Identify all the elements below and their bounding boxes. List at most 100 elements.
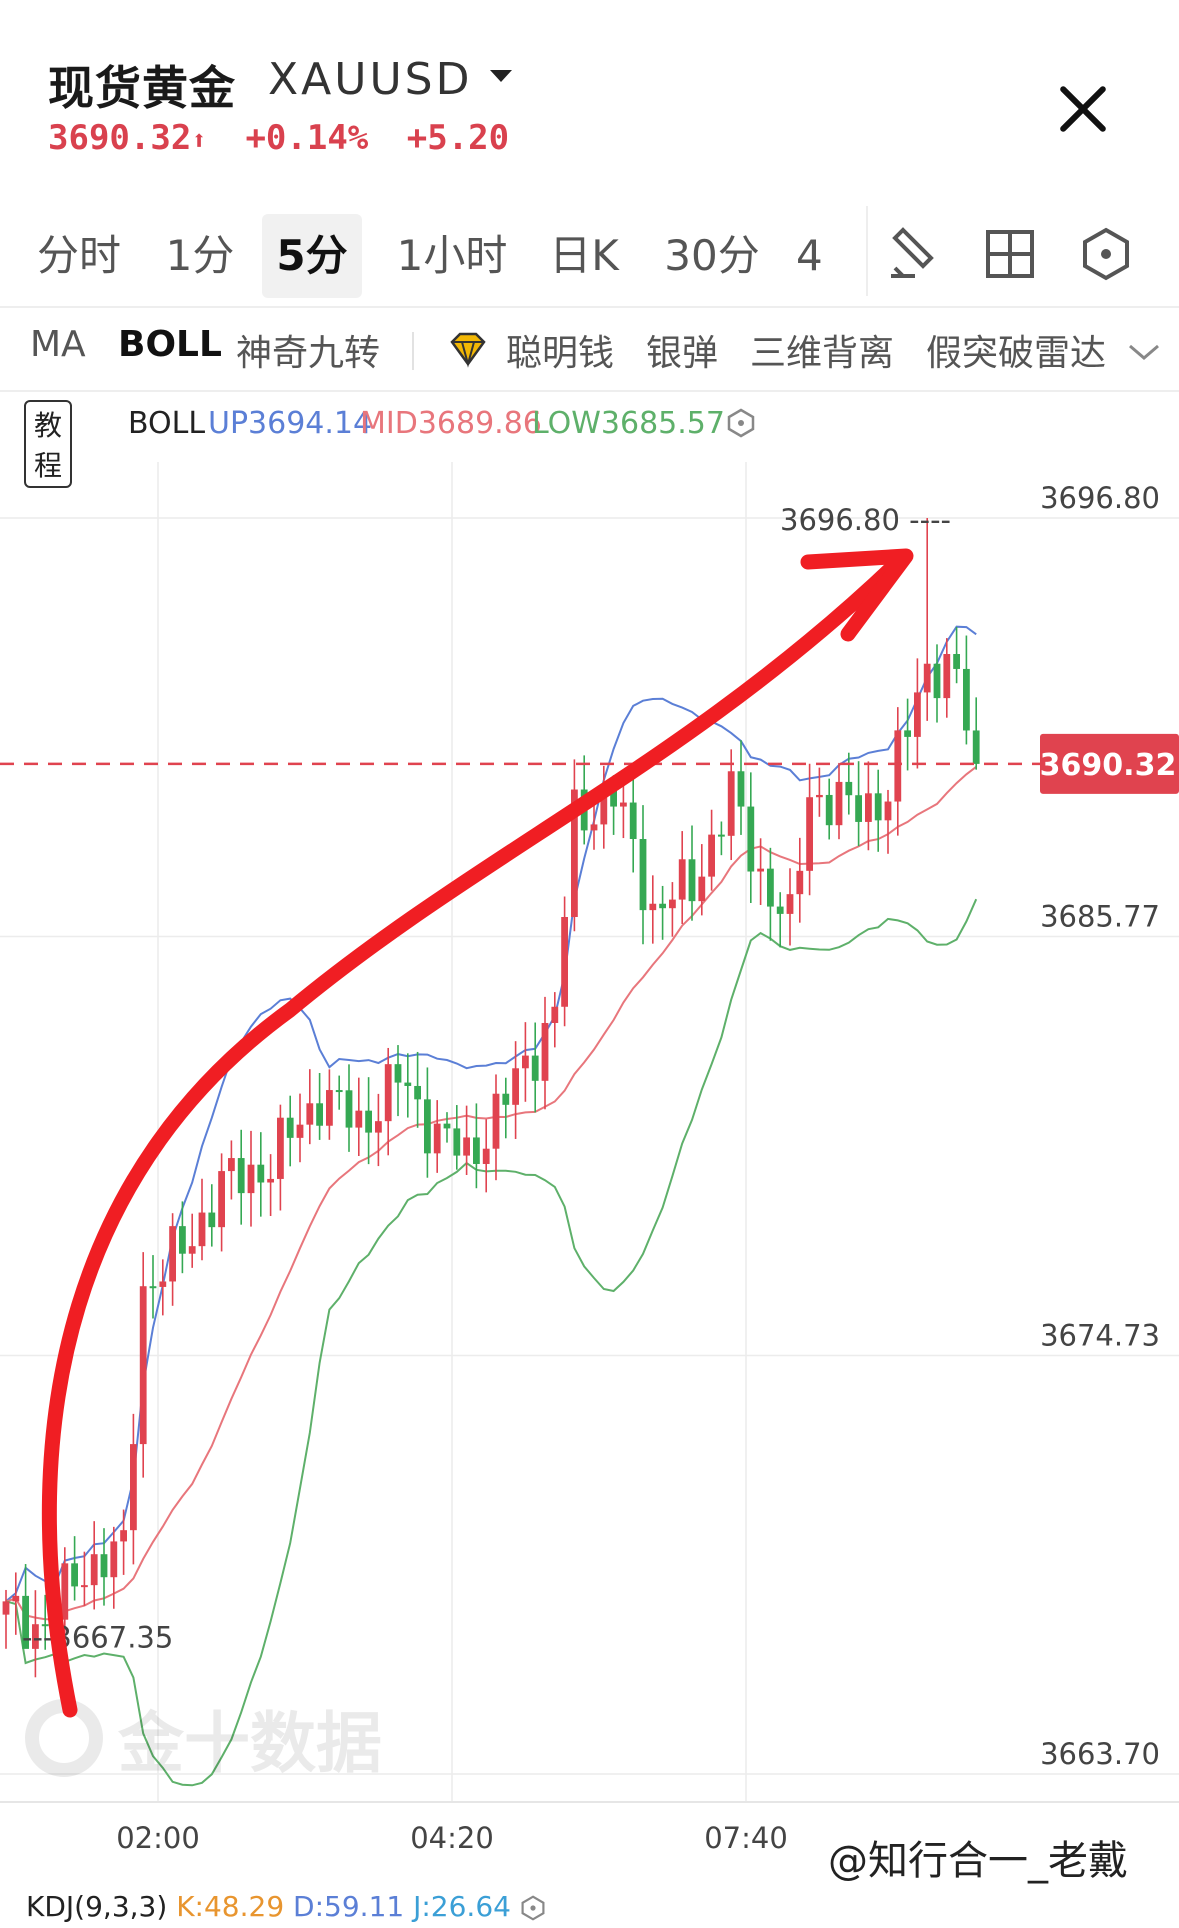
settings-hex-icon[interactable]: [1076, 224, 1136, 284]
author-watermark: @知行合一_老戴: [828, 1838, 1128, 1884]
candle: [237, 1129, 245, 1225]
kdj-d-value: D:59.11: [293, 1890, 405, 1923]
candle: [130, 1413, 137, 1565]
candle: [835, 762, 843, 840]
candle: [139, 1252, 147, 1478]
candle: [522, 1022, 529, 1102]
candle: [688, 825, 696, 921]
indicator-silver-bullet[interactable]: 银弹: [646, 333, 719, 374]
candle: [326, 1069, 333, 1140]
settings-hex-icon[interactable]: [520, 1895, 546, 1921]
candle: [776, 892, 784, 948]
tab-1min[interactable]: 1分: [165, 231, 235, 280]
indicator-divider: [412, 332, 414, 370]
tab-4hour[interactable]: 4小: [796, 231, 823, 280]
indicator-smart-money[interactable]: 聪明钱: [506, 333, 615, 374]
candle: [806, 763, 813, 896]
settings-hex-icon[interactable]: [726, 408, 756, 438]
x-tick-label: 02:00: [116, 1821, 200, 1855]
indicator-ma[interactable]: MA: [30, 324, 86, 365]
tutorial-button[interactable]: 教程: [24, 400, 73, 488]
candle: [179, 1201, 186, 1274]
candle: [894, 707, 902, 836]
chart-grid: [0, 462, 1179, 1803]
candle: [384, 1047, 392, 1156]
candle: [61, 1547, 69, 1634]
candle: [365, 1077, 372, 1165]
price-chart[interactable]: 金十数据 3690.32 3696.80 ---- ---3667.35 369…: [0, 462, 1179, 1882]
boll-low-value: LOW3685.57: [532, 406, 725, 441]
candle: [659, 885, 666, 940]
change-percent: +0.14%: [245, 118, 369, 158]
candle: [22, 1564, 29, 1649]
indicator-nine-turns[interactable]: 神奇九转: [236, 333, 381, 374]
candle: [473, 1103, 480, 1189]
indicator-bar: MA BOLL 神奇九转 聪明钱 银弹 三维背离 假突破雷达: [0, 310, 1179, 392]
candle: [963, 635, 970, 745]
candle: [914, 658, 921, 769]
candle: [492, 1074, 500, 1181]
candle: [972, 697, 980, 770]
kdj-name: KDJ(9,3,3): [26, 1890, 168, 1923]
candle: [296, 1093, 304, 1163]
candle: [81, 1551, 88, 1606]
candle: [110, 1526, 118, 1609]
candle: [708, 809, 715, 891]
indicator-false-breakout[interactable]: 假突破雷达: [926, 333, 1107, 374]
candle: [816, 767, 823, 817]
diamond-icon: [450, 332, 486, 368]
logo-text: 金十数据: [117, 1705, 382, 1782]
candle: [767, 847, 774, 941]
candle: [32, 1590, 39, 1678]
draw-tool-icon[interactable]: [885, 224, 945, 284]
annotation-arrow: [41, 548, 914, 1718]
tab-fenshi[interactable]: 分时: [36, 231, 121, 280]
y-tick-label: 3674.73: [1040, 1318, 1160, 1352]
candle: [541, 996, 549, 1110]
tab-5min[interactable]: 5分: [262, 214, 362, 298]
candle: [100, 1528, 108, 1606]
candle: [286, 1095, 294, 1167]
tab-30min[interactable]: 30分: [664, 231, 760, 280]
candle: [394, 1045, 402, 1117]
layout-grid-icon[interactable]: [980, 224, 1040, 284]
candle: [12, 1572, 20, 1635]
tab-daily[interactable]: 日K: [549, 231, 619, 280]
candle: [796, 837, 804, 923]
candle: [335, 1075, 343, 1110]
candle: [208, 1184, 216, 1247]
y-tick-label: 3685.77: [1040, 900, 1160, 934]
candle: [159, 1259, 167, 1316]
tab-1hour[interactable]: 1小时: [396, 231, 508, 280]
y-tick-label: 3663.70: [1040, 1737, 1160, 1771]
candle: [247, 1130, 255, 1227]
candle: [482, 1119, 490, 1193]
candle: [277, 1104, 284, 1211]
candle: [90, 1521, 98, 1610]
chevron-down-icon[interactable]: [1126, 340, 1162, 364]
boll-mid-value: MID3689.86: [360, 406, 542, 441]
candle: [443, 1112, 451, 1143]
close-icon[interactable]: [1056, 82, 1110, 136]
instrument-title: 现货黄金: [48, 61, 236, 115]
chevron-down-icon[interactable]: [490, 70, 512, 82]
boll-up-line: [5, 625, 977, 1603]
x-tick-label: 07:40: [704, 1821, 788, 1855]
boll-up-value: UP3694.14: [208, 406, 373, 441]
y-tick-label: 3696.80: [1040, 481, 1160, 515]
candle: [865, 761, 872, 851]
symbol-selector[interactable]: XAUUSD: [268, 54, 473, 105]
last-price: 3690.32⬆: [48, 118, 207, 158]
candle: [845, 752, 853, 815]
kdj-legend: KDJ(9,3,3) K:48.29 D:59.11 J:26.64: [26, 1890, 546, 1923]
candle: [169, 1213, 176, 1306]
low-price-label: ---3667.35: [22, 1620, 173, 1654]
indicator-boll[interactable]: BOLL: [118, 324, 222, 365]
indicator-3d-divergence[interactable]: 三维背离: [750, 333, 895, 374]
high-price-label: 3696.80 ----: [780, 503, 951, 537]
candle: [874, 769, 882, 852]
candle: [718, 821, 725, 856]
candle: [2, 1589, 10, 1649]
candle: [502, 1077, 510, 1139]
candle: [188, 1213, 196, 1268]
